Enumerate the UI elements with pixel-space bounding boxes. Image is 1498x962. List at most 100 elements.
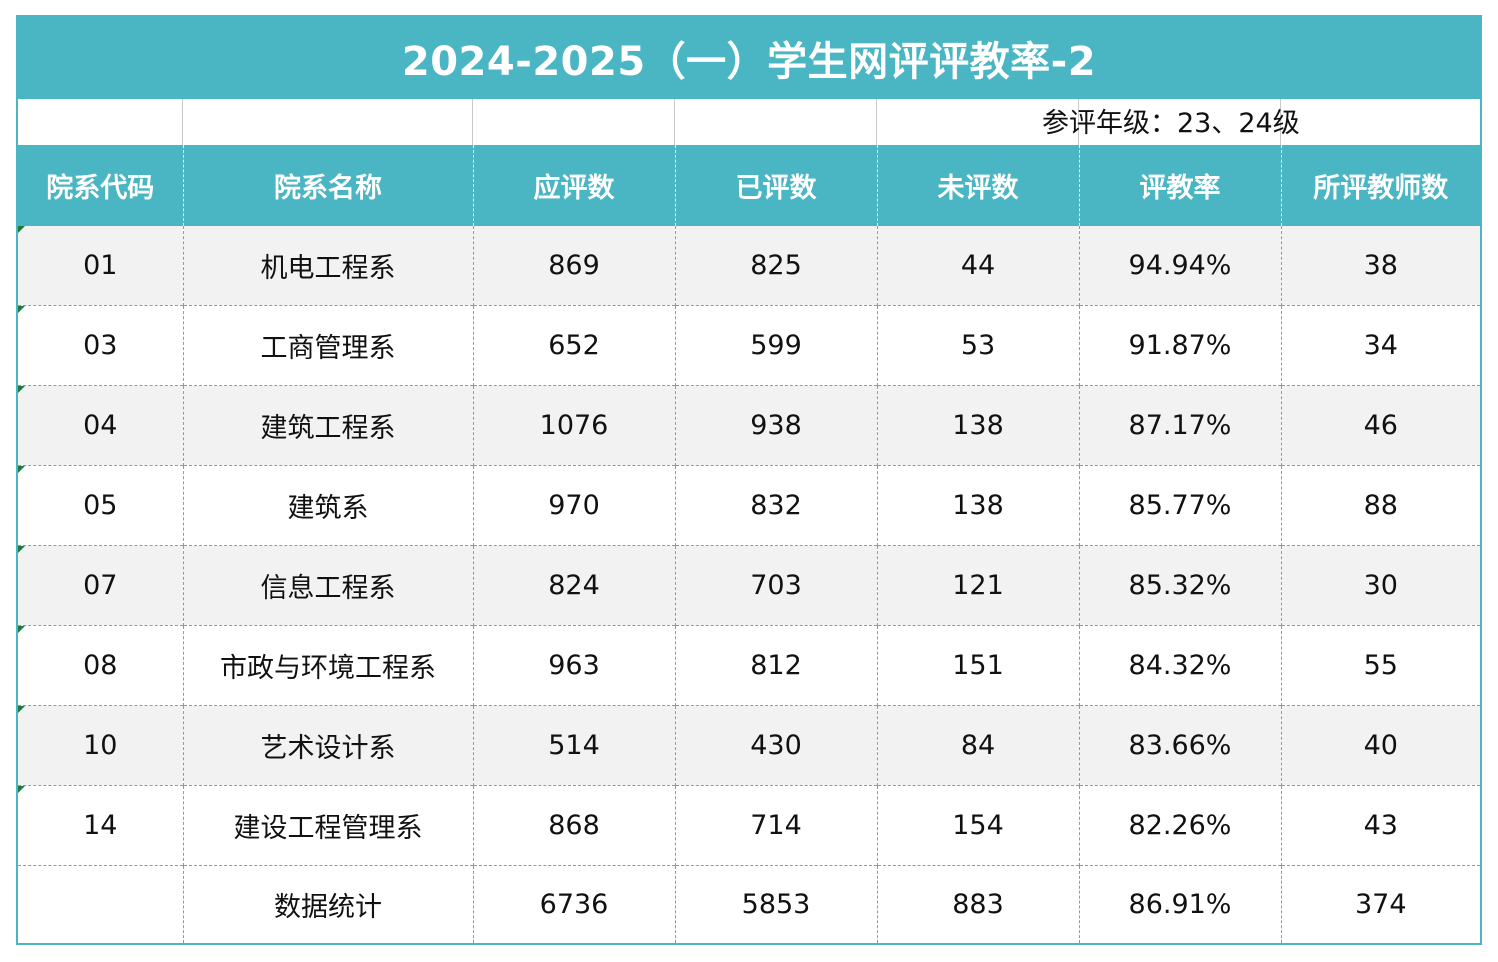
- cell-evaluation-rate[interactable]: 85.32%: [1078, 545, 1281, 626]
- cell-dept-name[interactable]: 建筑工程系: [182, 385, 473, 466]
- table-row: 04 建筑工程系 1076 938 138 87.17% 46: [18, 385, 1480, 466]
- cell-should-evaluate[interactable]: 869: [472, 225, 675, 306]
- cell-dept-code[interactable]: 10: [18, 705, 183, 786]
- empty-cell[interactable]: [675, 99, 877, 145]
- cell-summary-label[interactable]: 数据统计: [182, 865, 473, 943]
- cell-evaluated[interactable]: 430: [674, 705, 877, 786]
- cell-teacher-count[interactable]: 38: [1280, 225, 1480, 306]
- header-should-evaluate[interactable]: 应评数: [472, 145, 675, 226]
- cell-dept-code[interactable]: 14: [18, 785, 183, 866]
- table-row: 07 信息工程系 824 703 121 85.32% 30: [18, 545, 1480, 626]
- header-evaluated[interactable]: 已评数: [674, 145, 877, 226]
- cell-total-teacher-count[interactable]: 374: [1280, 865, 1480, 943]
- cell-teacher-count[interactable]: 43: [1280, 785, 1480, 866]
- cell-total-should-evaluate[interactable]: 6736: [472, 865, 675, 943]
- cell-should-evaluate[interactable]: 1076: [472, 385, 675, 466]
- cell-teacher-count[interactable]: 40: [1280, 705, 1480, 786]
- cell-summary-code[interactable]: [18, 865, 183, 943]
- cell-should-evaluate[interactable]: 824: [472, 545, 675, 626]
- cell-dept-code[interactable]: 07: [18, 545, 183, 626]
- header-evaluation-rate[interactable]: 评教率: [1078, 145, 1281, 226]
- cell-should-evaluate[interactable]: 868: [472, 785, 675, 866]
- cell-dept-code[interactable]: 04: [18, 385, 183, 466]
- grade-note-cell[interactable]: [1281, 99, 1482, 145]
- cell-evaluation-rate[interactable]: 82.26%: [1078, 785, 1281, 866]
- dept-code-text: 14: [83, 810, 118, 841]
- cell-should-evaluate[interactable]: 963: [472, 625, 675, 706]
- cell-evaluated[interactable]: 832: [674, 465, 877, 546]
- cell-not-evaluated[interactable]: 138: [876, 385, 1079, 466]
- cell-teacher-count[interactable]: 55: [1280, 625, 1480, 706]
- cell-not-evaluated[interactable]: 44: [876, 225, 1079, 306]
- cell-should-evaluate[interactable]: 970: [472, 465, 675, 546]
- dept-code-text: 08: [83, 650, 118, 681]
- dept-code-text: 07: [83, 570, 118, 601]
- cell-not-evaluated[interactable]: 151: [876, 625, 1079, 706]
- cell-total-evaluation-rate[interactable]: 86.91%: [1078, 865, 1281, 943]
- text-number-marker-icon: [18, 706, 25, 713]
- cell-evaluated[interactable]: 825: [674, 225, 877, 306]
- cell-total-not-evaluated[interactable]: 883: [876, 865, 1079, 943]
- grade-note-cell[interactable]: [1079, 99, 1281, 145]
- cell-should-evaluate[interactable]: 514: [472, 705, 675, 786]
- cell-total-evaluated[interactable]: 5853: [674, 865, 877, 943]
- cell-teacher-count[interactable]: 30: [1280, 545, 1480, 626]
- sheet-title: 2024-2025（一）学生网评评教率-2: [401, 39, 1097, 85]
- text-number-marker-icon: [18, 546, 25, 553]
- cell-teacher-count[interactable]: 88: [1280, 465, 1480, 546]
- cell-not-evaluated[interactable]: 154: [876, 785, 1079, 866]
- cell-dept-name[interactable]: 信息工程系: [182, 545, 473, 626]
- cell-not-evaluated[interactable]: 121: [876, 545, 1079, 626]
- table-row: 03 工商管理系 652 599 53 91.87% 34: [18, 305, 1480, 386]
- cell-evaluation-rate[interactable]: 83.66%: [1078, 705, 1281, 786]
- cell-dept-code[interactable]: 01: [18, 225, 183, 306]
- cell-dept-name[interactable]: 艺术设计系: [182, 705, 473, 786]
- grade-note-row: [18, 99, 1480, 145]
- cell-dept-name[interactable]: 工商管理系: [182, 305, 473, 386]
- cell-evaluated[interactable]: 703: [674, 545, 877, 626]
- cell-evaluation-rate[interactable]: 87.17%: [1078, 385, 1281, 466]
- cell-not-evaluated[interactable]: 84: [876, 705, 1079, 786]
- text-number-marker-icon: [18, 306, 25, 313]
- cell-evaluation-rate[interactable]: 94.94%: [1078, 225, 1281, 306]
- empty-cell[interactable]: [473, 99, 675, 145]
- grade-note: 参评年级：23、24级: [1042, 108, 1300, 139]
- text-number-marker-icon: [18, 786, 25, 793]
- text-number-marker-icon: [18, 626, 25, 633]
- dept-code-text: 10: [83, 730, 118, 761]
- table-row: 08 市政与环境工程系 963 812 151 84.32% 55: [18, 625, 1480, 706]
- dept-code-text: 01: [83, 250, 118, 281]
- cell-evaluation-rate[interactable]: 85.77%: [1078, 465, 1281, 546]
- cell-dept-code[interactable]: 03: [18, 305, 183, 386]
- cell-evaluated[interactable]: 812: [674, 625, 877, 706]
- cell-not-evaluated[interactable]: 53: [876, 305, 1079, 386]
- cell-teacher-count[interactable]: 34: [1280, 305, 1480, 386]
- empty-cell[interactable]: [18, 99, 183, 145]
- cell-dept-name[interactable]: 建筑系: [182, 465, 473, 546]
- sheet-title-cell[interactable]: 2024-2025（一）学生网评评教率-2: [18, 17, 1480, 99]
- cell-evaluation-rate[interactable]: 84.32%: [1078, 625, 1281, 706]
- cell-dept-name[interactable]: 机电工程系: [182, 225, 473, 306]
- cell-evaluation-rate[interactable]: 91.87%: [1078, 305, 1281, 386]
- cell-not-evaluated[interactable]: 138: [876, 465, 1079, 546]
- cell-teacher-count[interactable]: 46: [1280, 385, 1480, 466]
- cell-should-evaluate[interactable]: 652: [472, 305, 675, 386]
- grade-note-cell[interactable]: [877, 99, 1079, 145]
- table-row: 14 建设工程管理系 868 714 154 82.26% 43: [18, 785, 1480, 866]
- header-not-evaluated[interactable]: 未评数: [876, 145, 1079, 226]
- cell-dept-code[interactable]: 05: [18, 465, 183, 546]
- evaluation-table: 院系代码 院系名称 应评数 已评数 未评数 评教率 所评教师数 01 机电工程系…: [18, 145, 1480, 943]
- empty-cell[interactable]: [183, 99, 473, 145]
- cell-dept-name[interactable]: 建设工程管理系: [182, 785, 473, 866]
- cell-evaluated[interactable]: 938: [674, 385, 877, 466]
- cell-evaluated[interactable]: 714: [674, 785, 877, 866]
- header-dept-code[interactable]: 院系代码: [18, 145, 183, 226]
- spreadsheet-table: 2024-2025（一）学生网评评教率-2 院系代码 院系名称 应评数 已评数 …: [16, 15, 1482, 945]
- header-teacher-count[interactable]: 所评教师数: [1280, 145, 1480, 226]
- cell-dept-code[interactable]: 08: [18, 625, 183, 706]
- dept-code-text: 04: [83, 410, 118, 441]
- cell-dept-name[interactable]: 市政与环境工程系: [182, 625, 473, 706]
- text-number-marker-icon: [18, 226, 25, 233]
- header-dept-name[interactable]: 院系名称: [182, 145, 473, 226]
- cell-evaluated[interactable]: 599: [674, 305, 877, 386]
